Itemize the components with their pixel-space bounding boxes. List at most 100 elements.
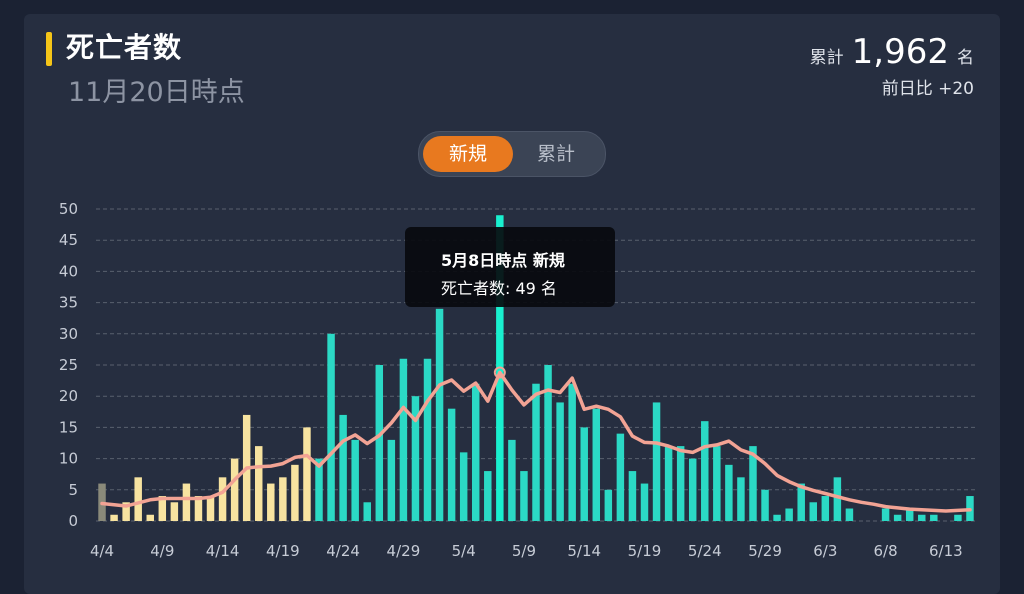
y-tick-label: 0 [68, 512, 78, 530]
toggle-new-button[interactable]: 新規 [423, 136, 513, 172]
bar [893, 514, 902, 521]
toggle-cumulative-button[interactable]: 累計 [536, 143, 575, 165]
total-summary: 累計 1,962 名 前日比 +20 [810, 32, 974, 99]
bar [532, 383, 540, 521]
bar [688, 458, 697, 521]
bar [279, 477, 287, 521]
bar [930, 514, 938, 521]
bar [508, 439, 516, 521]
y-tick-label: 10 [59, 450, 78, 468]
bar [701, 421, 709, 521]
bar [447, 408, 456, 521]
bar [592, 408, 601, 521]
bar [652, 402, 661, 521]
y-tick-label: 40 [59, 262, 78, 280]
x-tick-label: 5/4 [452, 542, 476, 560]
trend-point-marker [493, 366, 506, 379]
bar [182, 483, 191, 521]
bar [954, 514, 962, 521]
chart-tooltip: 5月8日時点 新規 死亡者数: 49 名 [405, 227, 615, 307]
bar [664, 446, 673, 521]
bar [459, 452, 468, 521]
bar [134, 477, 142, 521]
y-tick-label: 50 [59, 200, 78, 218]
x-tick-label: 6/13 [929, 542, 963, 560]
title-accent-bar [46, 32, 52, 66]
bar [918, 514, 926, 521]
x-tick-label: 4/29 [387, 542, 421, 560]
bar [737, 477, 745, 521]
tooltip-title: 5月8日時点 新規 [441, 251, 565, 270]
x-tick-label: 4/14 [206, 542, 240, 560]
bar [351, 439, 359, 521]
bar [267, 483, 275, 521]
y-tick-label: 45 [59, 231, 78, 249]
bar [725, 464, 733, 521]
bar [399, 358, 408, 521]
tooltip-body: 死亡者数: 49 名 [441, 279, 557, 298]
x-tick-label: 5/29 [748, 542, 782, 560]
bar [809, 502, 817, 521]
bar [797, 483, 805, 521]
bar [881, 508, 890, 521]
bar [363, 502, 371, 521]
bar [556, 402, 564, 521]
x-tick-label: 4/19 [266, 542, 300, 560]
y-tick-label: 5 [68, 481, 78, 499]
bar [773, 514, 781, 521]
bar [146, 514, 154, 521]
deaths-bar-chart: 0 5 10 15 20 25 30 35 40 45 50 4/4 4/9 4/14 4/19 4/24 4/… [59, 200, 976, 560]
bar [435, 308, 444, 521]
bar [676, 446, 685, 521]
bar [122, 502, 130, 521]
x-tick-label: 4/9 [150, 542, 174, 560]
x-tick-label: 4/24 [326, 542, 360, 560]
bar [845, 508, 854, 521]
bar [484, 471, 492, 521]
x-tick-label: 5/19 [628, 542, 662, 560]
bar [218, 477, 227, 521]
bar [821, 496, 830, 521]
bar [411, 396, 420, 521]
bar [255, 446, 263, 521]
trend-line-layer [100, 366, 972, 513]
total-label: 累計 [809, 48, 844, 68]
bar [628, 471, 637, 521]
axis-labels: 0 5 10 15 20 25 30 35 40 45 50 4/4 4/9 4/14 4/19 4/24 4/… [59, 200, 963, 560]
bar [544, 365, 552, 521]
bar [640, 483, 649, 521]
bar [339, 414, 347, 521]
bar [387, 439, 396, 521]
total-unit: 名 [957, 48, 974, 68]
bar [170, 502, 179, 521]
bar [580, 427, 588, 521]
x-tick-label: 6/3 [813, 542, 837, 560]
x-tick-label: 6/8 [874, 542, 898, 560]
bar [471, 383, 480, 521]
bar [568, 383, 576, 521]
bar [785, 508, 793, 521]
bar [423, 358, 432, 521]
bar [749, 446, 757, 521]
bar [604, 489, 613, 521]
x-tick-label: 5/14 [567, 542, 601, 560]
mode-toggle: 新規 累計 [418, 131, 606, 177]
bar [194, 496, 203, 521]
y-tick-label: 35 [59, 294, 78, 312]
bar [833, 477, 842, 521]
bar [761, 489, 769, 521]
x-tick-label: 5/9 [512, 542, 536, 560]
y-tick-label: 25 [59, 356, 78, 374]
bar [616, 433, 625, 521]
day-over-day-diff: 前日比 +20 [881, 79, 974, 99]
bar [110, 514, 118, 521]
bar [905, 508, 914, 521]
bar [315, 458, 323, 521]
trend-line [100, 370, 972, 513]
x-tick-label: 4/4 [90, 542, 114, 560]
y-tick-label: 15 [59, 418, 78, 436]
bar [230, 458, 239, 521]
bar [327, 333, 335, 521]
bar [375, 365, 384, 521]
total-value: 1,962 [851, 32, 949, 72]
